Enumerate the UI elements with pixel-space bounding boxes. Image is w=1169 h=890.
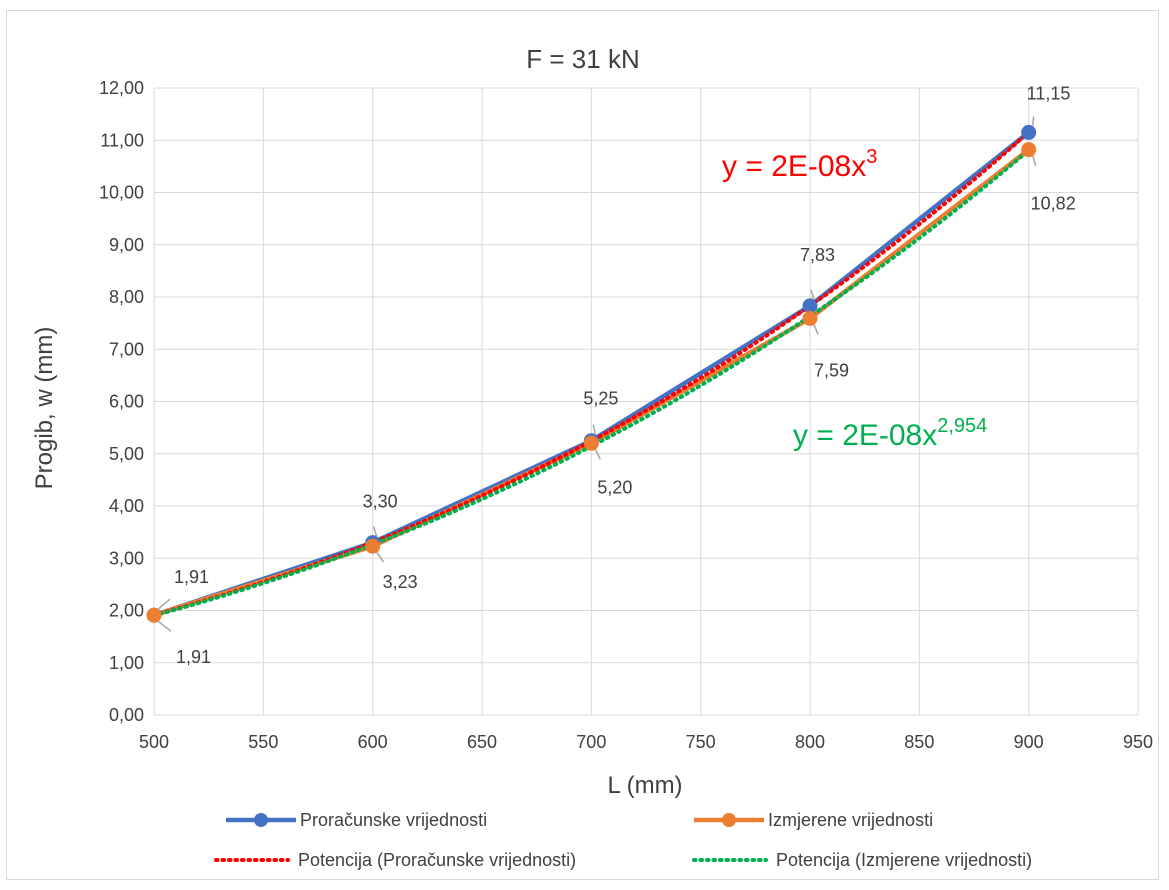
- point-izmjerene: [802, 310, 818, 326]
- point-izmjerene: [146, 607, 162, 623]
- leader-line: [157, 620, 172, 632]
- y-tick-label: 3,00: [109, 548, 144, 568]
- y-tick-label: 12,00: [99, 78, 144, 98]
- y-tick-label: 10,00: [99, 183, 144, 203]
- x-tick-labels: 500 550 600 650 700 750 800 850 900 950: [139, 732, 1153, 752]
- label-izmjerene: 10,82: [1031, 194, 1076, 214]
- y-tick-label: 2,00: [109, 601, 144, 621]
- x-tick-label: 950: [1123, 732, 1153, 752]
- label-izmjerene: 7,59: [814, 360, 849, 380]
- y-tick-label: 8,00: [109, 287, 144, 307]
- x-tick-label: 600: [358, 732, 388, 752]
- y-tick-label: 6,00: [109, 392, 144, 412]
- y-axis-label: Progib, w (mm): [31, 327, 58, 490]
- legend: Proračunske vrijednosti Izmjerene vrijedn…: [214, 810, 1032, 870]
- equation-measured-exponent: 2,954: [937, 415, 987, 437]
- equation-measured-base: y = 2E-08x: [793, 419, 937, 452]
- equation-calculated-exponent: 3: [866, 146, 877, 168]
- y-tick-label: 7,00: [109, 339, 144, 359]
- x-tick-label: 800: [795, 732, 825, 752]
- equation-calculated: y = 2E-08x3: [722, 146, 877, 183]
- y-tick-label: 0,00: [109, 705, 144, 725]
- x-tick-label: 700: [576, 732, 606, 752]
- x-tick-label: 750: [686, 732, 716, 752]
- leader-line: [372, 526, 378, 537]
- equation-calculated-base: y = 2E-08x: [722, 150, 866, 183]
- legend-label: Proračunske vrijednosti: [300, 810, 487, 830]
- data-labels-layer: 1,91 3,30 5,25 7,83 11,15 1,91 3,23 5,20 7,59 10,…: [157, 83, 1076, 667]
- y-tick-label: 11,00: [100, 130, 144, 150]
- legend-label: Potencija (Izmjerene vrijednosti): [776, 850, 1032, 870]
- leader-line: [810, 289, 815, 301]
- y-tick-label: 1,00: [109, 653, 144, 673]
- x-tick-label: 650: [467, 732, 497, 752]
- label-izmjerene: 5,20: [597, 477, 632, 497]
- leader-line: [157, 598, 171, 610]
- gridlines: [153, 87, 1139, 716]
- x-tick-label: 550: [248, 732, 278, 752]
- legend-marker: [254, 813, 268, 827]
- legend-label: Potencija (Proračunske vrijednosti): [298, 850, 576, 870]
- trendline-proracunske: [152, 130, 1031, 618]
- leader-line: [376, 551, 385, 563]
- x-tick-label: 850: [904, 732, 934, 752]
- y-tick-labels: 0,00 1,00 2,00 3,00 4,00 5,00 6,00 7,00 8,00 9,00…: [99, 78, 144, 725]
- x-tick-label: 500: [139, 732, 169, 752]
- leader-line: [1031, 155, 1037, 166]
- leader-line: [594, 448, 602, 460]
- y-tick-label: 4,00: [109, 496, 144, 516]
- label-izmjerene: 3,23: [383, 572, 418, 592]
- chart-title: F = 31 kN: [526, 44, 639, 74]
- y-tick-label: 9,00: [109, 235, 144, 255]
- label-proracunske: 3,30: [363, 492, 398, 512]
- legend-marker: [722, 813, 736, 827]
- label-izmjerene: 1,91: [176, 647, 211, 667]
- leader-line: [813, 324, 819, 335]
- label-proracunske: 1,91: [174, 567, 209, 587]
- leader-line: [1031, 116, 1035, 127]
- y-tick-label: 5,00: [109, 444, 144, 464]
- legend-label: Izmjerene vrijednosti: [768, 810, 933, 830]
- label-proracunske: 7,83: [800, 245, 835, 265]
- point-proracunske: [802, 298, 818, 314]
- point-izmjerene: [1021, 142, 1037, 158]
- leader-line: [592, 424, 597, 435]
- label-proracunske: 11,15: [1027, 83, 1071, 103]
- point-proracunske: [1021, 124, 1037, 140]
- point-izmjerene: [583, 435, 599, 451]
- label-proracunske: 5,25: [583, 389, 618, 409]
- x-axis-label: L (mm): [607, 772, 682, 799]
- point-izmjerene: [365, 538, 381, 554]
- x-tick-label: 900: [1014, 732, 1044, 752]
- equation-measured: y = 2E-08x2,954: [793, 415, 987, 452]
- series-layer: [146, 124, 1037, 623]
